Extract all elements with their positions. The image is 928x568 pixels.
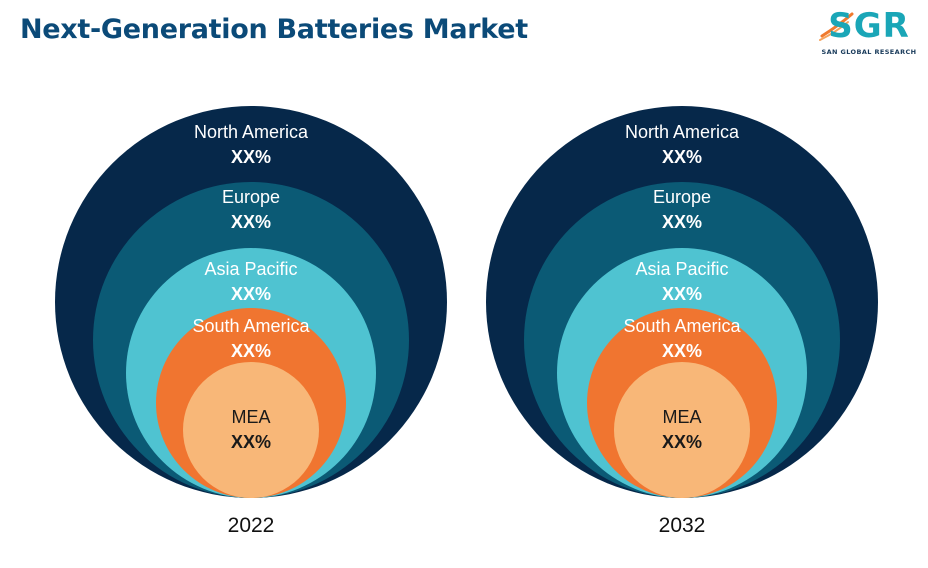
circle-mea	[183, 362, 319, 498]
logo-swoosh-icon	[819, 12, 854, 41]
region-value: XX%	[231, 212, 271, 232]
year-label: 2032	[659, 514, 706, 537]
chart-2032: North America XX% Europe XX% Asia Pacific XX%…	[486, 106, 878, 537]
region-label: North America	[194, 122, 309, 142]
region-value: XX%	[662, 284, 702, 304]
region-label: MEA	[231, 407, 270, 427]
page-title: Next-Generation Batteries Market	[20, 14, 528, 45]
region-label: MEA	[662, 407, 701, 427]
region-value: XX%	[231, 432, 271, 452]
sgr-logo: SGR SAN GLOBAL RESEARCH	[818, 6, 920, 60]
region-label: Asia Pacific	[635, 259, 728, 279]
region-value: XX%	[231, 341, 271, 361]
region-label: South America	[623, 316, 741, 336]
region-value: XX%	[662, 432, 702, 452]
region-value: XX%	[662, 212, 702, 232]
region-label: Asia Pacific	[204, 259, 297, 279]
year-label: 2022	[228, 514, 275, 537]
region-value: XX%	[662, 147, 702, 167]
region-label: Europe	[653, 187, 711, 207]
region-label: South America	[192, 316, 310, 336]
region-value: XX%	[231, 147, 271, 167]
logo-wordmark: SGR	[828, 6, 910, 46]
circle-mea	[614, 362, 750, 498]
logo-tagline: SAN GLOBAL RESEARCH	[821, 48, 917, 56]
region-label: North America	[625, 122, 740, 142]
region-value: XX%	[662, 341, 702, 361]
region-value: XX%	[231, 284, 271, 304]
region-label: Europe	[222, 187, 280, 207]
chart-2022: North America XX% Europe XX% Asia Pacific XX%…	[55, 106, 447, 537]
